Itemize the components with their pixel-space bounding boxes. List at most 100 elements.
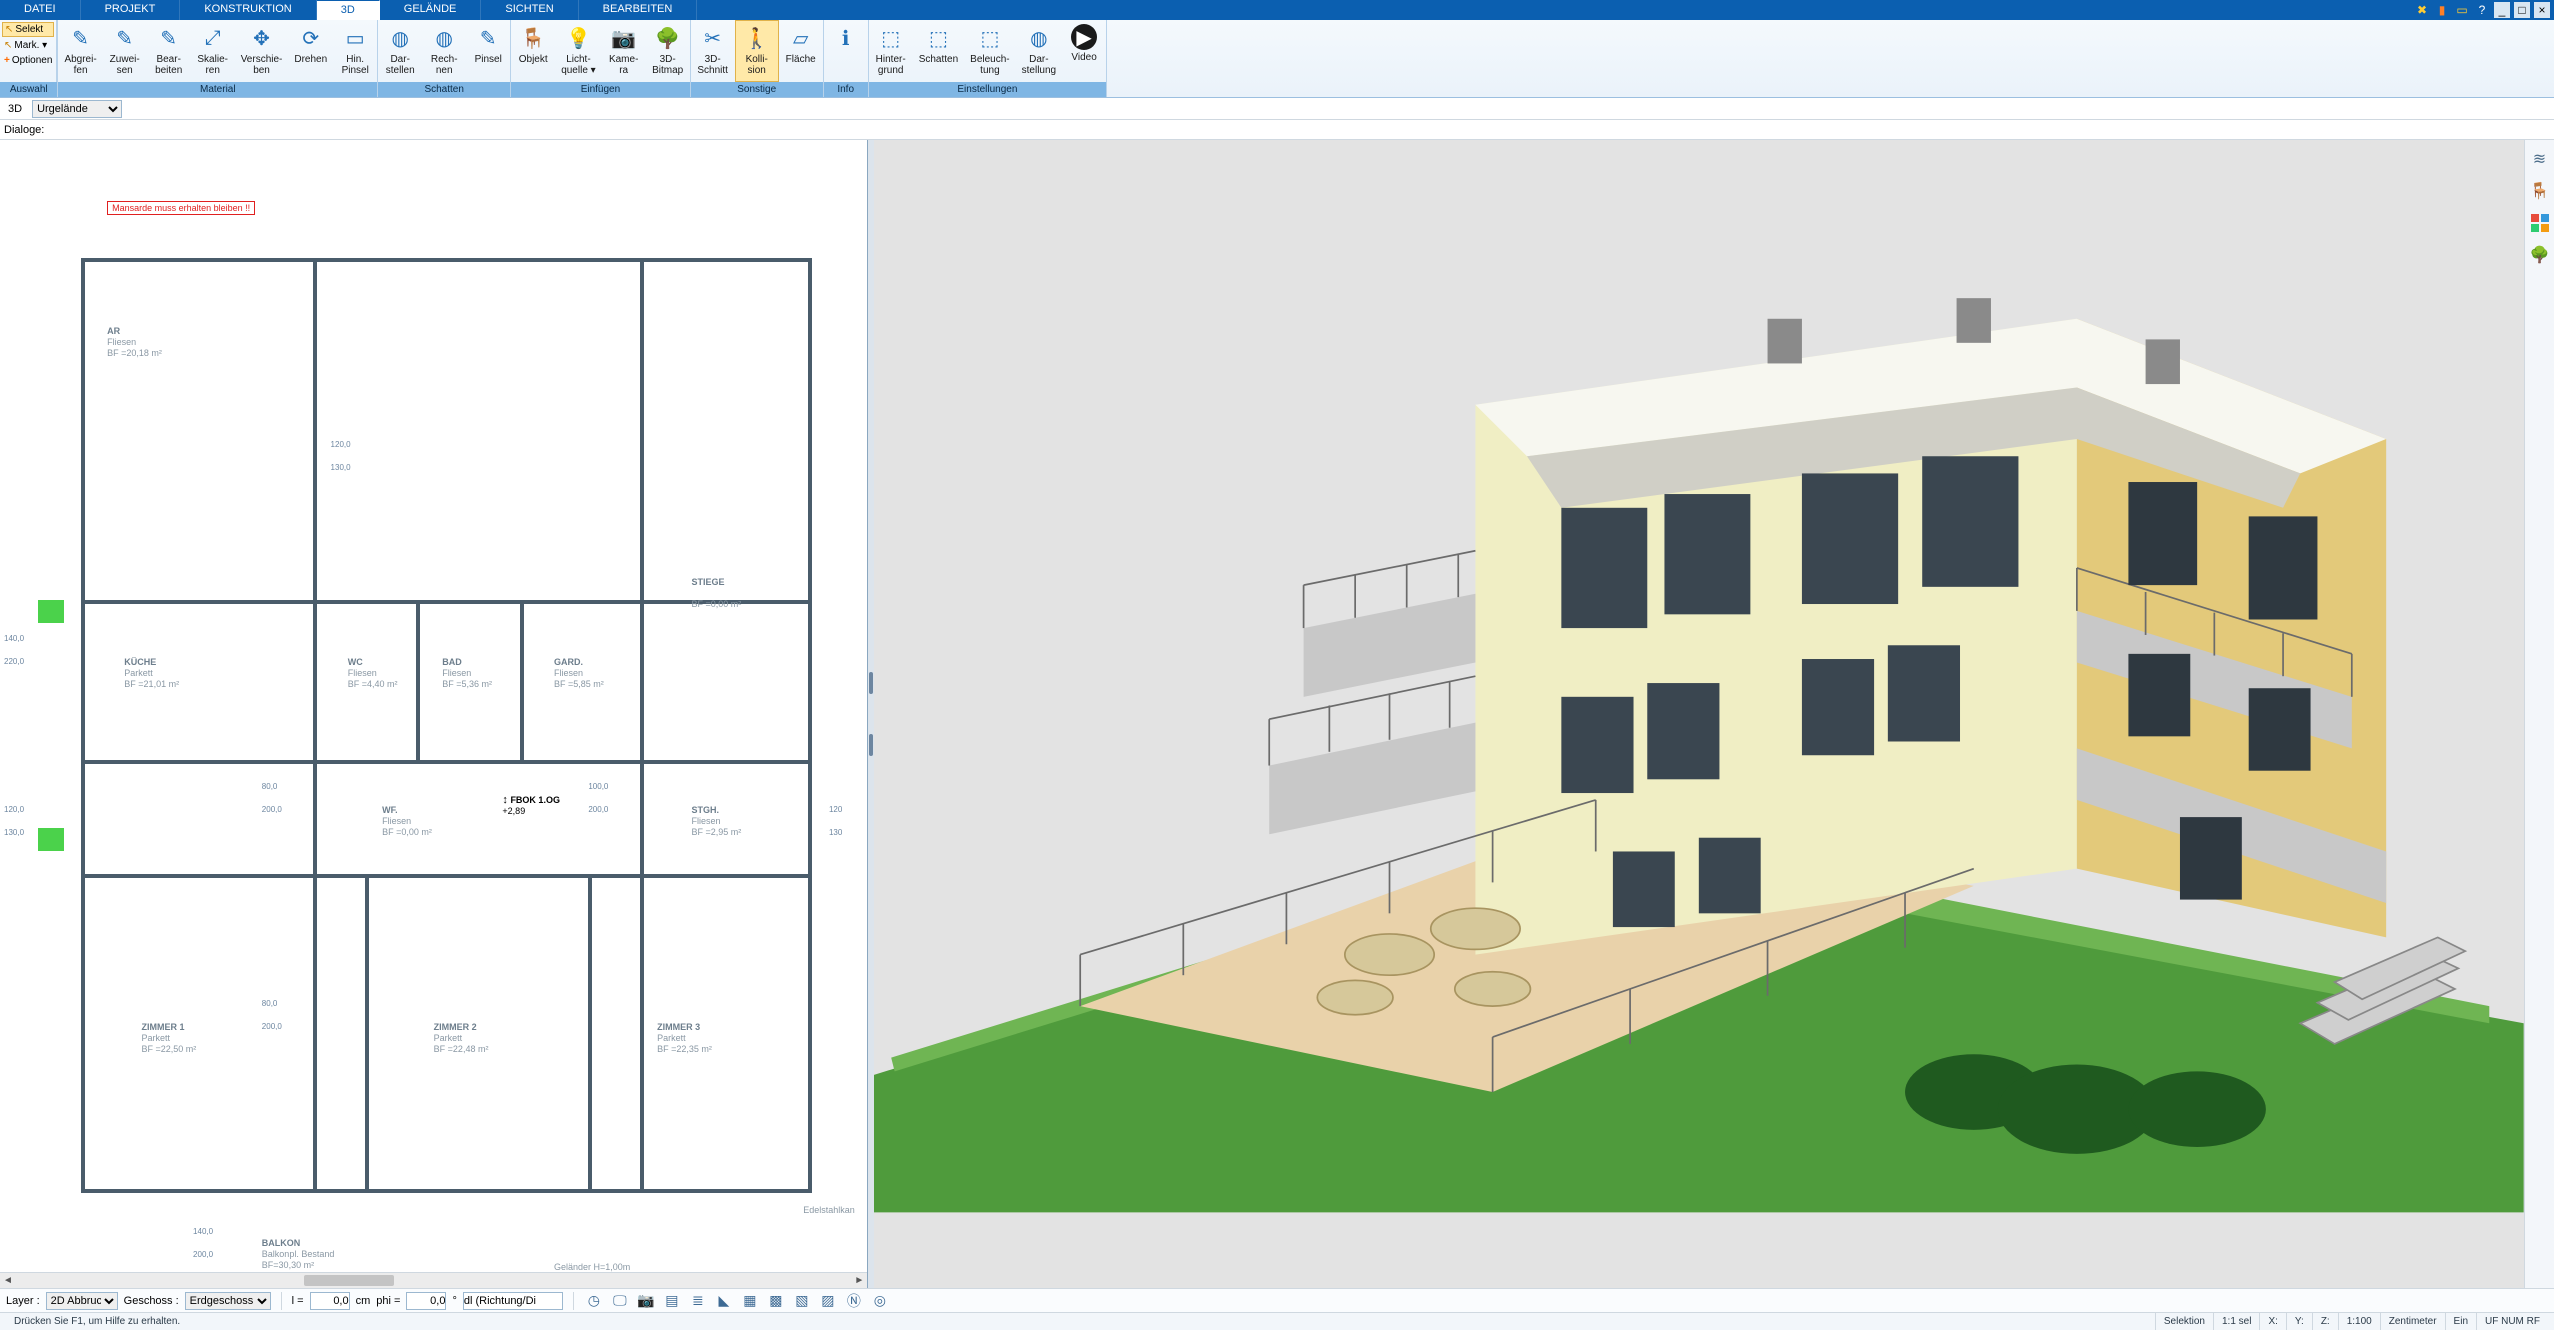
selection-panel: ↖ Selekt ↖ Mark. ▾ + Optionen [0, 20, 57, 82]
mark-button[interactable]: ↖ Mark. ▾ [2, 39, 54, 52]
ribbon-group-schatten: ◍Dar- stellen◍Rech- nen✎Pinsel Schatten [378, 20, 511, 97]
kolli-sion-label: Kolli- sion [746, 54, 768, 76]
dimension-label: 200,0 [262, 805, 282, 814]
terrain-select[interactable]: Urgelände [32, 100, 122, 118]
monitor-icon[interactable]: 🖵 [610, 1291, 630, 1311]
ribbon-btn-beleuch-tung[interactable]: ⬚Beleuch- tung [964, 20, 1015, 82]
ribbon-btn-hin-pinsel[interactable]: ▭Hin. Pinsel [333, 20, 377, 82]
target-icon[interactable]: ◎ [870, 1291, 890, 1311]
grid-a-icon[interactable]: ▦ [740, 1291, 760, 1311]
layer-stack-icon[interactable]: ≣ [688, 1291, 708, 1311]
grid-b-icon[interactable]: ▩ [766, 1291, 786, 1311]
status-x: X: [2259, 1313, 2285, 1330]
floorplan-pane[interactable]: Mansarde muss erhalten bleiben !! ↕ FBOK… [0, 140, 868, 1288]
view-mode-label: 3D [4, 103, 26, 115]
ribbon-btn-rech-nen[interactable]: ◍Rech- nen [422, 20, 466, 82]
help-icon[interactable]: ? [2474, 2, 2490, 18]
ribbon-btn-dar-stellen[interactable]: ◍Dar- stellen [378, 20, 422, 82]
menu-tab-gelaende[interactable]: GELÄNDE [380, 0, 482, 20]
tree-icon[interactable]: 🌳 [2529, 244, 2551, 266]
layer-label: Layer : [6, 1295, 40, 1307]
info-icon: ℹ [832, 24, 860, 52]
scroll-thumb[interactable] [304, 1275, 394, 1286]
ribbon-btn-skalie-ren[interactable]: ⤢Skalie- ren [191, 20, 235, 82]
select-button[interactable]: ↖ Selekt [2, 22, 54, 37]
3d-viewport[interactable] [874, 140, 2524, 1288]
group-label-info: Info [824, 82, 868, 97]
phi-input[interactable] [406, 1292, 446, 1310]
edelstahl-label: Edelstahlkan [803, 1205, 855, 1216]
status-y: Y: [2286, 1313, 2312, 1330]
ribbon-btn-bear-beiten[interactable]: ✎Bear- beiten [147, 20, 191, 82]
floorplan-canvas[interactable]: Mansarde muss erhalten bleiben !! ↕ FBOK… [4, 144, 863, 1284]
ribbon-btn-abgrei-fen[interactable]: ✎Abgrei- fen [58, 20, 102, 82]
wedge-icon[interactable]: ◣ [714, 1291, 734, 1311]
scroll-right-icon[interactable]: ► [851, 1273, 867, 1288]
menu-tab-bearbeiten[interactable]: BEARBEITEN [579, 0, 698, 20]
ribbon-btn-objekt[interactable]: 🪑Objekt [511, 20, 555, 82]
plan-hscroll[interactable]: ◄ ► [0, 1272, 867, 1288]
video-label: Video [1071, 52, 1096, 63]
window-close[interactable]: × [2534, 2, 2550, 18]
scroll-left-icon[interactable]: ◄ [0, 1273, 16, 1288]
ribbon-btn-verschie-ben[interactable]: ✥Verschie- ben [235, 20, 289, 82]
dimension-label: 220,0 [4, 657, 24, 666]
info-button[interactable]: ℹ [824, 20, 868, 82]
stack-icon[interactable]: ▤ [662, 1291, 682, 1311]
ribbon-btn-kolli-sion[interactable]: 🚶Kolli- sion [735, 20, 779, 82]
north-icon[interactable]: Ⓝ [844, 1291, 864, 1311]
status-scale: 1:100 [2338, 1313, 2380, 1330]
ribbon-btn-kame-ra[interactable]: 📷Kame- ra [602, 20, 646, 82]
tools-icon[interactable]: ✖ [2414, 2, 2430, 18]
hinter-grund-icon: ⬚ [877, 24, 905, 52]
box-icon[interactable]: ▮ [2434, 2, 2450, 18]
ribbon-group-einfuegen: 🪑Objekt💡Licht- quelle ▾📷Kame- ra🌳3D- Bit… [511, 20, 691, 97]
ribbon-btn-3d-schnitt[interactable]: ✂3D- Schnitt [691, 20, 735, 82]
ribbon-btn-3d-bitmap[interactable]: 🌳3D- Bitmap [646, 20, 690, 82]
ribbon-btn-hinter-grund[interactable]: ⬚Hinter- grund [869, 20, 913, 82]
video-icon: ▶ [1071, 24, 1097, 50]
menu-tab-3d[interactable]: 3D [317, 0, 380, 20]
plan-note: Mansarde muss erhalten bleiben !! [107, 201, 255, 215]
dimension-label: 200,0 [588, 805, 608, 814]
ribbon-group-material: ✎Abgrei- fen✎Zuwei- sen✎Bear- beiten⤢Ska… [58, 20, 378, 97]
ribbon-btn-fl-che[interactable]: ▱Fläche [779, 20, 823, 82]
chair-icon[interactable]: 🪑 [2529, 180, 2551, 202]
ribbon-group-info: ℹ Info [824, 20, 869, 97]
menu-bar: DATEI PROJEKT KONSTRUKTION 3D GELÄNDE SI… [0, 0, 2554, 20]
menu-tab-datei[interactable]: DATEI [0, 0, 81, 20]
layer-select[interactable]: 2D Abbruch [46, 1292, 118, 1310]
dar-stellen-icon: ◍ [386, 24, 414, 52]
geschoss-select[interactable]: Erdgeschoss [185, 1292, 271, 1310]
clock-icon[interactable]: ◷ [584, 1291, 604, 1311]
ribbon-btn-licht-quelle[interactable]: 💡Licht- quelle ▾ [555, 20, 602, 82]
drehen-icon: ⟳ [297, 24, 325, 52]
ribbon-btn-zuwei-sen[interactable]: ✎Zuwei- sen [103, 20, 147, 82]
menu-tab-sichten[interactable]: SICHTEN [481, 0, 578, 20]
menu-tab-projekt[interactable]: PROJEKT [81, 0, 181, 20]
objekt-label: Objekt [519, 54, 548, 65]
zuwei-sen-label: Zuwei- sen [110, 54, 140, 76]
grid-c-icon[interactable]: ▧ [792, 1291, 812, 1311]
workspace: Mansarde muss erhalten bleiben !! ↕ FBOK… [0, 140, 2554, 1288]
ribbon-btn-schatten[interactable]: ⬚Schatten [913, 20, 964, 82]
window-minimize[interactable]: _ [2494, 2, 2510, 18]
dl-input[interactable] [463, 1292, 563, 1310]
layers-icon[interactable]: ≋ [2529, 148, 2551, 170]
ribbon-btn-video[interactable]: ▶ Video [1062, 20, 1106, 82]
window-maximize[interactable]: □ [2514, 2, 2530, 18]
ribbon-btn-pinsel[interactable]: ✎Pinsel [466, 20, 510, 82]
3d-schnitt-icon: ✂ [699, 24, 727, 52]
camera-icon[interactable]: 📷 [636, 1291, 656, 1311]
clipboard-icon[interactable]: ▭ [2454, 2, 2470, 18]
3d-view-pane[interactable] [874, 140, 2524, 1288]
length-input[interactable] [310, 1292, 350, 1310]
grid-d-icon[interactable]: ▨ [818, 1291, 838, 1311]
ribbon-btn-dar-stellung[interactable]: ◍Dar- stellung [1016, 20, 1062, 82]
schatten-label: Schatten [919, 54, 958, 65]
rech-nen-label: Rech- nen [431, 54, 458, 76]
ribbon-btn-drehen[interactable]: ⟳Drehen [288, 20, 333, 82]
options-button[interactable]: + Optionen [2, 54, 54, 67]
palette-icon[interactable] [2529, 212, 2551, 234]
menu-tab-konstruktion[interactable]: KONSTRUKTION [180, 0, 316, 20]
